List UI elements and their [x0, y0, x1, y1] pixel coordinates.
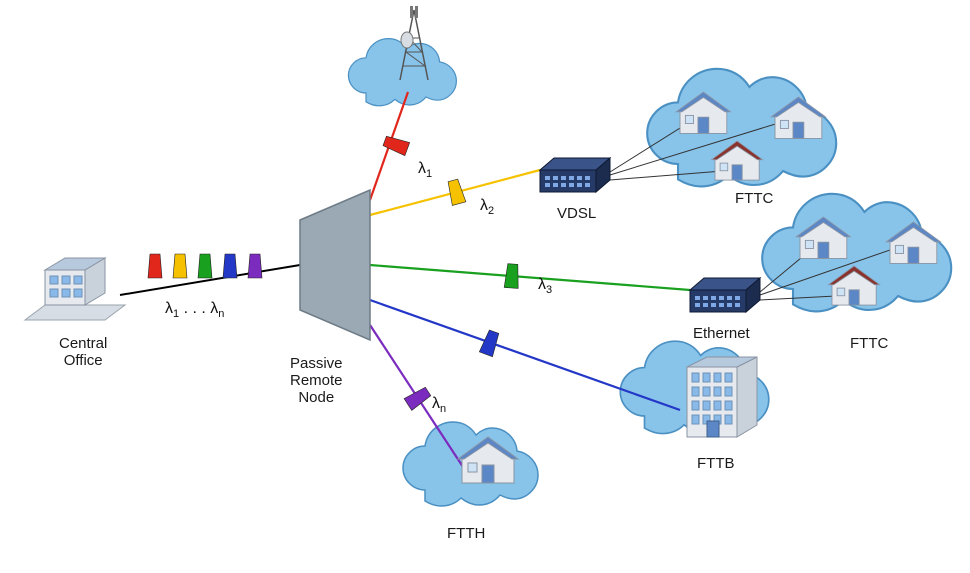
diagram-stage: Central Office Passive Remote Node VDSL … — [0, 0, 970, 573]
trunk-lambda-label: λ1 . . . λn — [165, 300, 224, 320]
ethernet-label: Ethernet — [693, 325, 750, 342]
vdsl-label: VDSL — [557, 205, 596, 222]
fttc-label-top: FTTC — [735, 190, 773, 207]
fttb-label: FTTB — [697, 455, 735, 472]
lambda3-label: λ3 — [538, 276, 552, 296]
passive-remote-node-label: Passive Remote Node — [290, 355, 343, 406]
diagram-svg — [0, 0, 970, 573]
lambda2-label: λ2 — [480, 197, 494, 217]
lambda1-label: λ1 — [418, 160, 432, 180]
central-office-label: Central Office — [59, 335, 107, 369]
fttc-label-bottom: FTTC — [850, 335, 888, 352]
ftth-label: FTTH — [447, 525, 485, 542]
lambdan-label: λn — [432, 395, 446, 415]
